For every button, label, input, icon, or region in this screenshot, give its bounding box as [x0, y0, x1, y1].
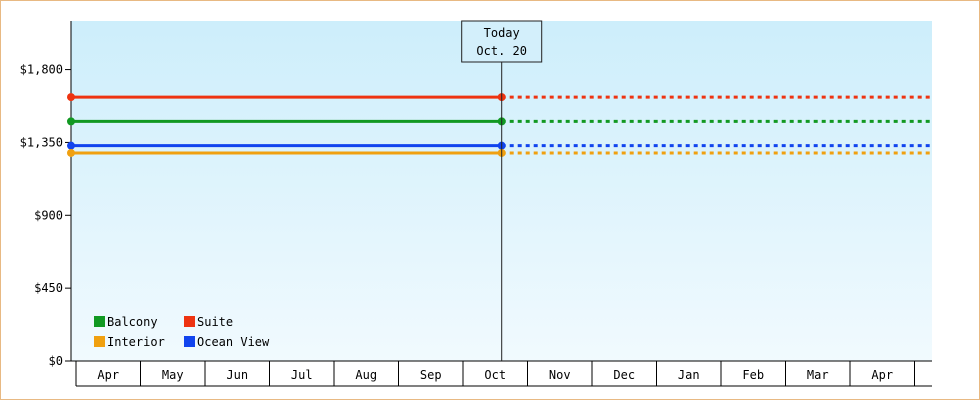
month-label: Dec: [613, 368, 635, 382]
month-label: Oct: [484, 368, 506, 382]
legend-label: Balcony: [107, 315, 158, 329]
month-label: Jan: [678, 368, 700, 382]
series-point: [67, 148, 75, 157]
y-tick-label: $1,350: [20, 135, 63, 149]
month-label: Apr: [97, 368, 119, 382]
month-label: Nov: [549, 368, 571, 382]
today-date: Oct. 20: [476, 44, 527, 58]
legend-swatch: [94, 336, 105, 347]
month-label: Mar: [807, 368, 829, 382]
y-tick-label: $1,800: [20, 63, 63, 77]
legend-swatch: [184, 316, 195, 327]
month-label: Apr: [871, 368, 893, 382]
today-label: Today: [484, 26, 520, 40]
legend-swatch: [94, 316, 105, 327]
y-tick-label: $0: [49, 354, 63, 368]
month-label: Sep: [420, 368, 442, 382]
y-tick-label: $450: [34, 281, 63, 295]
month-label: May: [162, 368, 184, 382]
month-label: Jun: [226, 368, 248, 382]
series-point: [67, 141, 75, 150]
series-point: [67, 117, 75, 126]
legend-label: Ocean View: [197, 335, 270, 349]
month-label: Aug: [355, 368, 377, 382]
legend-swatch: [184, 336, 195, 347]
today-box: [461, 20, 543, 63]
legend-label: Interior: [107, 335, 165, 349]
legend-label: Suite: [197, 315, 233, 329]
month-label: Jul: [291, 368, 313, 382]
month-label: Feb: [742, 368, 764, 382]
series-point: [67, 93, 75, 102]
y-tick-label: $900: [34, 208, 63, 222]
